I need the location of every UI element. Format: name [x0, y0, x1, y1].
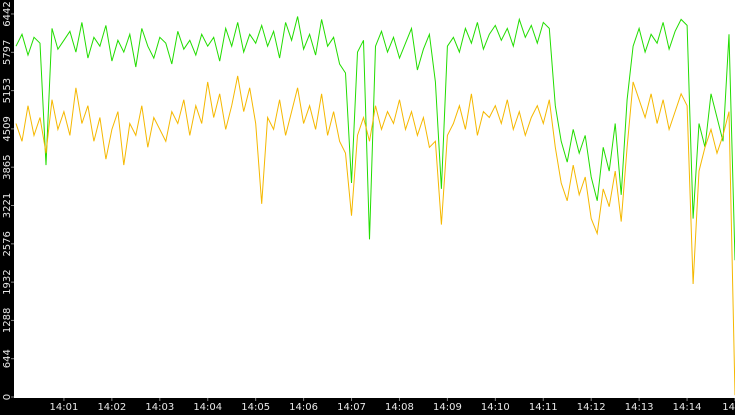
y-tick-label: 6442	[2, 1, 13, 26]
x-tick-label: 14:06	[289, 402, 318, 413]
x-tick-label: 14:07	[337, 402, 366, 413]
y-tick-label: 1932	[2, 269, 13, 294]
y-tick-label: 644	[2, 349, 13, 368]
x-tick-label: 14:03	[145, 402, 174, 413]
x-tick-label: 14:11	[529, 402, 558, 413]
series-line	[15, 75, 735, 396]
y-tick-label: 5797	[2, 40, 13, 65]
y-tick-label: 3221	[2, 193, 13, 218]
x-tick-label: 14:04	[193, 402, 222, 413]
x-tick-label: 14:10	[481, 402, 510, 413]
y-axis-strip	[0, 0, 14, 415]
x-tick-label: 14:14	[673, 402, 702, 413]
y-tick-label: 3865	[2, 154, 13, 179]
x-tick-label: 14:05	[241, 402, 270, 413]
x-tick-label: 14	[722, 402, 735, 413]
x-axis-strip	[0, 398, 735, 415]
x-tick-label: 14:13	[625, 402, 654, 413]
series-line	[15, 16, 735, 261]
y-tick-label: 0	[2, 394, 13, 400]
x-tick-label: 14:02	[97, 402, 126, 413]
x-tick-label: 14:01	[50, 402, 79, 413]
y-tick-label: 5153	[2, 78, 13, 103]
y-tick-label: 1288	[2, 308, 13, 333]
y-tick-label: 4509	[2, 116, 13, 141]
x-tick-label: 14:12	[577, 402, 606, 413]
x-tick-label: 14:09	[433, 402, 462, 413]
y-tick-label: 2576	[2, 231, 13, 256]
x-tick-label: 14:08	[385, 402, 414, 413]
